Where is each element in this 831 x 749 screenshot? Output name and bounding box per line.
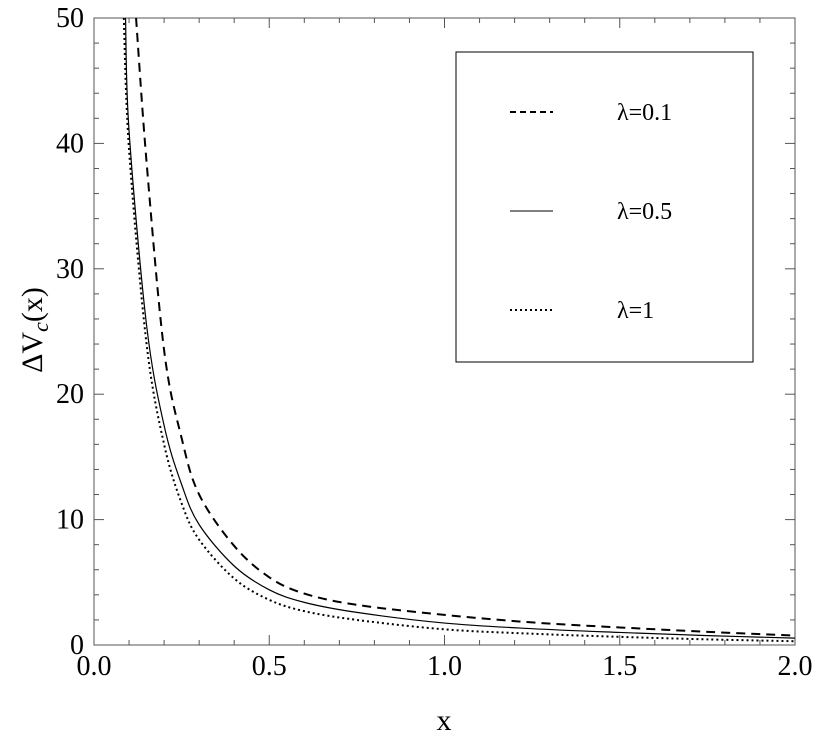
y-tick-label: 10 [56,505,84,536]
x-tick-label: 0.5 [252,651,287,682]
legend-label-1: λ=0.5 [617,199,672,225]
series-line-2 [122,17,796,643]
tick-labels: 0.0 0.5 1.0 1.5 2.0 0 10 20 30 40 50 [56,3,813,682]
y-axis-title-suffix: (x) [16,287,49,322]
x-tick-label: 1.5 [602,651,637,682]
y-axis-title-subscript: c [28,322,53,332]
y-tick-label: 40 [56,128,84,159]
series-line-1 [124,17,796,639]
x-axis-title: x [437,704,452,737]
y-axis-title: ΔVc(x) [16,287,53,373]
legend-label-2: λ=1 [617,298,654,324]
y-tick-label: 50 [56,3,84,34]
series-line-0 [135,17,796,637]
x-tick-label: 0.0 [77,651,112,682]
x-tick-label: 1.0 [427,651,462,682]
legend: λ=0.1 λ=0.5 λ=1 [455,51,754,363]
ticks [93,17,796,646]
y-axis-title-prefix: ΔV [16,332,49,373]
x-tick-label: 2.0 [778,651,813,682]
legend-box [455,51,754,363]
y-tick-label: 20 [56,379,84,410]
legend-label-0: λ=0.1 [617,100,672,126]
series-layer [122,17,796,643]
y-tick-label: 30 [56,254,84,285]
y-tick-label: 0 [70,630,84,661]
